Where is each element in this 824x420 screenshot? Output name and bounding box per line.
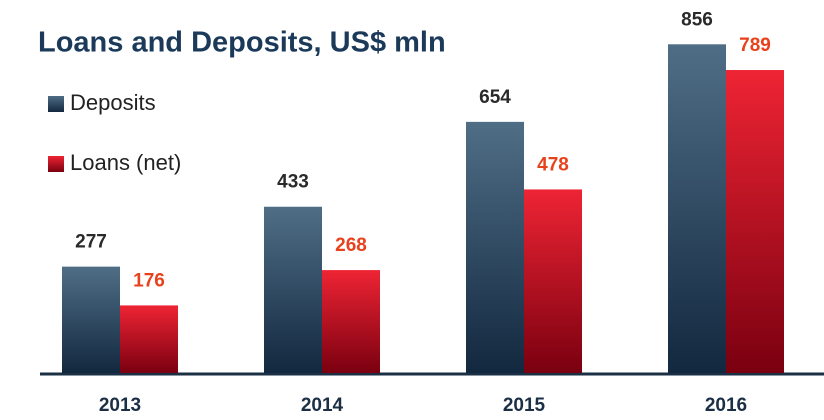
x-tick-label: 2015 [503,395,546,416]
bar [524,189,582,373]
value-label: 277 [75,232,107,253]
chart-title: Loans and Deposits, US$ mln [38,27,446,59]
x-tick-label: 2013 [99,395,141,416]
x-tick-label: 2014 [301,395,344,416]
legend-swatch [48,156,64,172]
value-label: 176 [133,270,165,291]
value-label: 433 [277,172,309,193]
value-label: 478 [537,154,569,175]
value-label: 789 [739,35,771,56]
legend-swatch [48,96,64,112]
bar [62,266,120,373]
bar [668,44,726,374]
bar [466,121,524,373]
bar [120,305,178,373]
value-label: 856 [681,9,713,30]
bar [264,206,322,373]
x-tick-label: 2016 [705,395,747,416]
value-label: 268 [335,235,367,256]
legend-label: Deposits [70,90,156,115]
value-label: 654 [479,87,511,108]
legend-label: Loans (net) [70,150,181,175]
bar [726,70,784,374]
bar [322,270,380,373]
